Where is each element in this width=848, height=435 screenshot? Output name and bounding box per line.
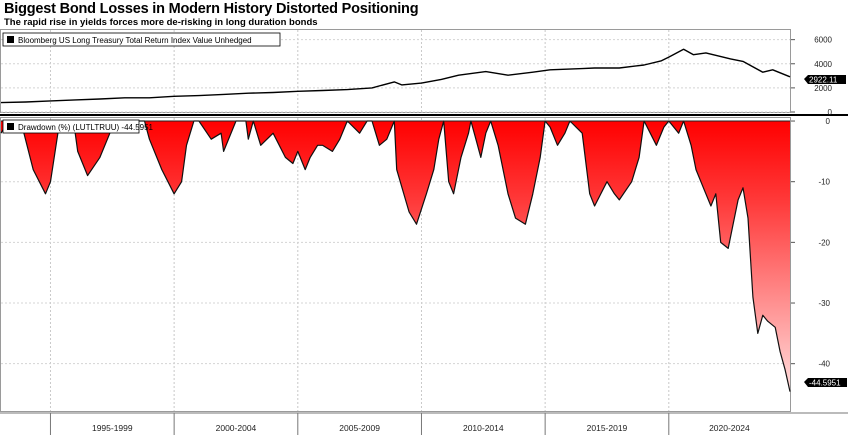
bottom-legend-text: Drawdown (%) (LUTLTRUU) -44.5951 (18, 123, 154, 132)
top-badge-shape (804, 75, 846, 84)
index-line (0, 48, 791, 104)
top-legend-swatch (7, 36, 14, 43)
bottom-badge-text: -44.5951 (809, 379, 841, 388)
top-last-value-badge: 2922.11 (804, 75, 846, 85)
bottom-panel-grid (1, 118, 790, 411)
top-y-tick-label: 2000 (814, 84, 832, 93)
top-legend-text: Bloomberg US Long Treasury Total Return … (18, 36, 252, 45)
top-badge-text: 2922.11 (809, 76, 838, 85)
bottom-legend-swatch (7, 123, 14, 130)
bottom-y-tick-label: -10 (818, 178, 830, 187)
drawdown-area-layer (0, 120, 791, 392)
bottom-legend: Drawdown (%) (LUTLTRUU) -44.5951 (2, 119, 154, 134)
x-tick-label: 2010-2014 (463, 423, 504, 433)
bottom-badge-shape (804, 378, 847, 387)
bottom-legend-box (2, 119, 140, 134)
top-legend-box (2, 32, 281, 47)
top-y-axis: 0 2000 4000 6000 (791, 36, 833, 117)
x-tick-label: 2000-2004 (216, 423, 257, 433)
index-line-layer (0, 48, 791, 104)
bottom-y-tick-label: -30 (818, 299, 830, 308)
top-y-tick-label: 0 (828, 108, 833, 117)
bottom-y-tick-label: -20 (818, 238, 830, 247)
x-tick-label: 2015-2019 (587, 423, 628, 433)
top-panel-frame (0, 29, 791, 113)
chart-subtitle: The rapid rise in yields forces more de-… (4, 17, 318, 28)
bottom-y-tick-label: 0 (826, 117, 831, 126)
chart-title: Biggest Bond Losses in Modern History Di… (4, 1, 419, 17)
drawdown-outline (0, 120, 791, 392)
bottom-y-tick-label: -40 (818, 360, 830, 369)
x-tick-label: 2005-2009 (339, 423, 380, 433)
top-y-tick-label: 4000 (814, 60, 832, 69)
top-legend: Bloomberg US Long Treasury Total Return … (2, 32, 281, 47)
x-tick-label: 1995-1999 (92, 423, 133, 433)
x-tick-label: 2020-2024 (709, 423, 750, 433)
bottom-last-value-badge: -44.5951 (804, 378, 847, 388)
bottom-y-axis: 0 -10 -20 -30 -40 (791, 117, 831, 369)
bottom-panel-frame (0, 117, 791, 412)
x-axis: 1995-1999 2000-2004 2005-2009 2010-2014 2015… (49, 413, 750, 435)
top-y-tick-label: 6000 (814, 36, 832, 45)
drawdown-area (1, 121, 790, 392)
